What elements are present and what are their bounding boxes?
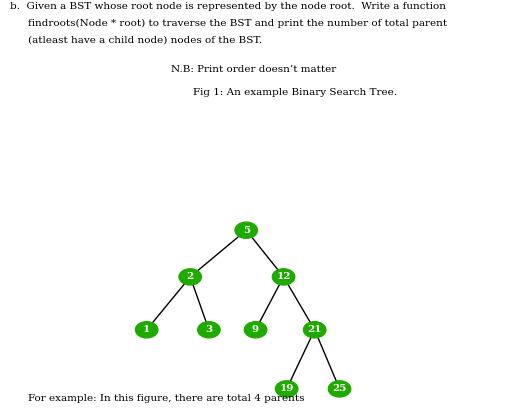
Text: 5: 5: [243, 226, 250, 235]
Ellipse shape: [328, 381, 351, 397]
Ellipse shape: [235, 222, 258, 238]
Ellipse shape: [179, 269, 202, 285]
Text: Fig 1: An example Binary Search Tree.: Fig 1: An example Binary Search Tree.: [193, 88, 397, 97]
Ellipse shape: [303, 322, 326, 338]
Text: For example: In this figure, there are total 4 parents: For example: In this figure, there are t…: [28, 394, 304, 403]
Text: 19: 19: [279, 384, 294, 394]
Text: 3: 3: [205, 325, 212, 334]
Text: 25: 25: [332, 384, 347, 394]
Text: 21: 21: [307, 325, 322, 334]
Ellipse shape: [244, 322, 267, 338]
Text: b.  Given a BST whose root node is represented by the node root.  Write a functi: b. Given a BST whose root node is repres…: [10, 2, 446, 11]
Text: (atleast have a child node) nodes of the BST.: (atleast have a child node) nodes of the…: [28, 36, 262, 45]
Ellipse shape: [272, 269, 295, 285]
Ellipse shape: [136, 322, 158, 338]
Text: findroots(Node * root) to traverse the BST and print the number of total parent: findroots(Node * root) to traverse the B…: [28, 19, 447, 28]
Text: 1: 1: [143, 325, 150, 334]
Text: N.B: Print order doesn’t matter: N.B: Print order doesn’t matter: [171, 65, 337, 74]
Text: 9: 9: [252, 325, 259, 334]
Ellipse shape: [198, 322, 220, 338]
Text: 2: 2: [186, 273, 194, 281]
Text: 12: 12: [276, 273, 291, 281]
Ellipse shape: [275, 381, 298, 397]
